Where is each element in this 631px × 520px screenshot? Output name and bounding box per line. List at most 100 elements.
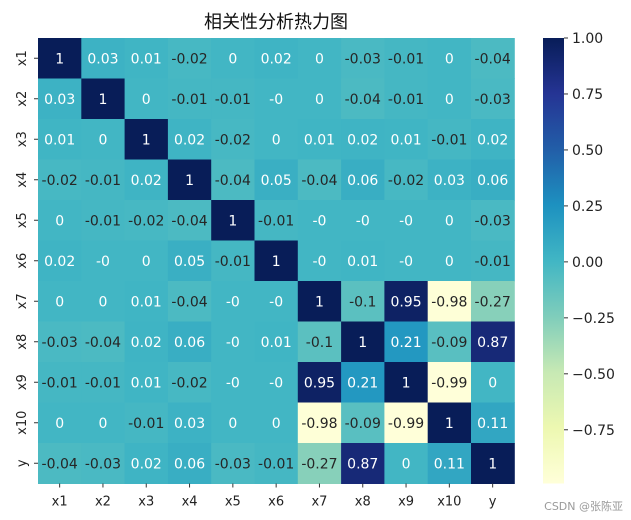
heatmap-cell <box>211 159 255 201</box>
heatmap-cell <box>427 38 472 79</box>
heatmap-cell <box>341 200 385 241</box>
heatmap-cell <box>427 362 472 403</box>
cell-value-label: 0.01 <box>304 132 335 148</box>
heatmap-cell <box>124 362 169 403</box>
colorbar: 1.00 0.75 0.50 0.25 0.00 −0.25 −0.50 −0.75 <box>543 31 615 484</box>
heatmap-cell <box>81 200 126 241</box>
cell-value-label: -0.03 <box>215 456 251 472</box>
heatmap-cell <box>427 443 472 484</box>
heatmap-cell <box>167 402 212 444</box>
heatmap-cell <box>297 362 342 403</box>
heatmap-cell <box>211 402 255 444</box>
cell-value-label: -0.04 <box>85 335 121 351</box>
heatmap-cell <box>341 402 385 444</box>
heatmap-cell <box>124 402 169 444</box>
cell-value-label: 0 <box>98 132 107 148</box>
heatmap-cell <box>124 321 169 363</box>
cell-value-label: -0.04 <box>171 213 207 229</box>
heatmap-cell <box>297 78 342 120</box>
heatmap-cell <box>38 38 82 79</box>
heatmap-cell <box>124 38 169 79</box>
cell-value-label: 0.01 <box>390 132 421 148</box>
heatmap-cell <box>81 362 126 403</box>
cell-value-label: -0 <box>226 375 240 391</box>
heatmap-cell <box>124 240 169 282</box>
heatmap-cells <box>38 38 515 484</box>
heatmap-cell <box>297 402 342 444</box>
x-tick-label: x1 <box>52 495 68 510</box>
heatmap-cell <box>254 402 299 444</box>
heatmap-cell <box>81 321 126 363</box>
cell-value-label: 0 <box>315 92 324 108</box>
cell-value-label: 0.21 <box>390 335 421 351</box>
heatmap-cell <box>384 321 429 363</box>
heatmap-cell <box>297 321 342 363</box>
heatmap-cell <box>254 78 299 120</box>
y-tick-label: x10 <box>15 411 30 435</box>
heatmap-cell <box>384 281 429 322</box>
cell-value-label: 0.11 <box>477 416 508 432</box>
heatmap-cell <box>38 200 82 241</box>
cell-value-label: 0 <box>488 375 497 391</box>
cell-value-label: -0.01 <box>128 416 164 432</box>
x-tick-label: x3 <box>138 495 154 510</box>
heatmap-cell <box>427 159 472 201</box>
heatmap-cell <box>384 159 429 201</box>
heatmap-cell <box>471 321 515 363</box>
heatmap-cell <box>254 281 299 322</box>
heatmap-cell <box>211 119 255 160</box>
cell-value-label: 0 <box>142 92 151 108</box>
colorbar-tick-label: −0.50 <box>572 367 615 383</box>
heatmap-cell <box>384 200 429 241</box>
heatmap-cell <box>471 281 515 322</box>
heatmap-cell <box>167 159 212 201</box>
cell-value-label: 0 <box>402 456 411 472</box>
heatmap-cell <box>38 443 82 484</box>
cell-value-label: 1 <box>402 375 411 391</box>
cell-value-label: -0.1 <box>349 294 376 310</box>
cell-value-label: 0.87 <box>347 456 378 472</box>
cell-value-label: 0.01 <box>347 254 378 270</box>
cell-value-label: 0.01 <box>131 294 162 310</box>
colorbar-tick-label: 0.00 <box>572 255 603 271</box>
cell-value-label: -0.09 <box>345 416 381 432</box>
cell-value-label: 0 <box>98 294 107 310</box>
heatmap-cell <box>38 402 82 444</box>
cell-value-label: -0.02 <box>128 213 164 229</box>
cell-value-label: 0.02 <box>44 254 75 270</box>
cell-value-label: 0.03 <box>434 173 465 189</box>
heatmap-cell <box>81 402 126 444</box>
cell-value-label: -0.99 <box>388 416 424 432</box>
heatmap-cell <box>124 78 169 120</box>
cell-value-label: -0.01 <box>215 254 251 270</box>
cell-value-label: -0.01 <box>388 51 424 67</box>
cell-value-label: -0 <box>269 92 283 108</box>
heatmap-cell <box>81 281 126 322</box>
heatmap-cell <box>167 119 212 160</box>
cell-value-label: 1 <box>98 92 107 108</box>
heatmap-cell <box>81 443 126 484</box>
heatmap-cell <box>167 240 212 282</box>
cell-value-label: -0.98 <box>431 294 467 310</box>
heatmap-cell <box>384 240 429 282</box>
heatmap-cell <box>427 402 472 444</box>
cell-value-label: -0.01 <box>215 92 251 108</box>
heatmap-cell <box>384 119 429 160</box>
cell-value-label: 0 <box>445 92 454 108</box>
cell-value-label: 0.06 <box>347 173 378 189</box>
cell-value-label: -0.04 <box>301 173 337 189</box>
cell-value-label: 0 <box>55 213 64 229</box>
heatmap-cell <box>211 38 255 79</box>
cell-value-label: 0 <box>272 132 281 148</box>
heatmap-cell <box>297 119 342 160</box>
cell-value-label: -0 <box>399 254 413 270</box>
heatmap-cell <box>167 362 212 403</box>
cell-value-label: 0.02 <box>261 51 292 67</box>
cell-value-label: -0.01 <box>42 375 78 391</box>
cell-value-label: 0.05 <box>261 173 292 189</box>
cell-value-label: 0.21 <box>347 375 378 391</box>
heatmap-cell <box>38 281 82 322</box>
y-tick-label: x8 <box>15 334 30 350</box>
cell-value-labels: 1 0.03 0.01 -0.02 0 0.02 0 -0.03 -0.01 0 -0.04 0.03… <box>42 51 511 472</box>
cell-value-label: 0.02 <box>131 335 162 351</box>
